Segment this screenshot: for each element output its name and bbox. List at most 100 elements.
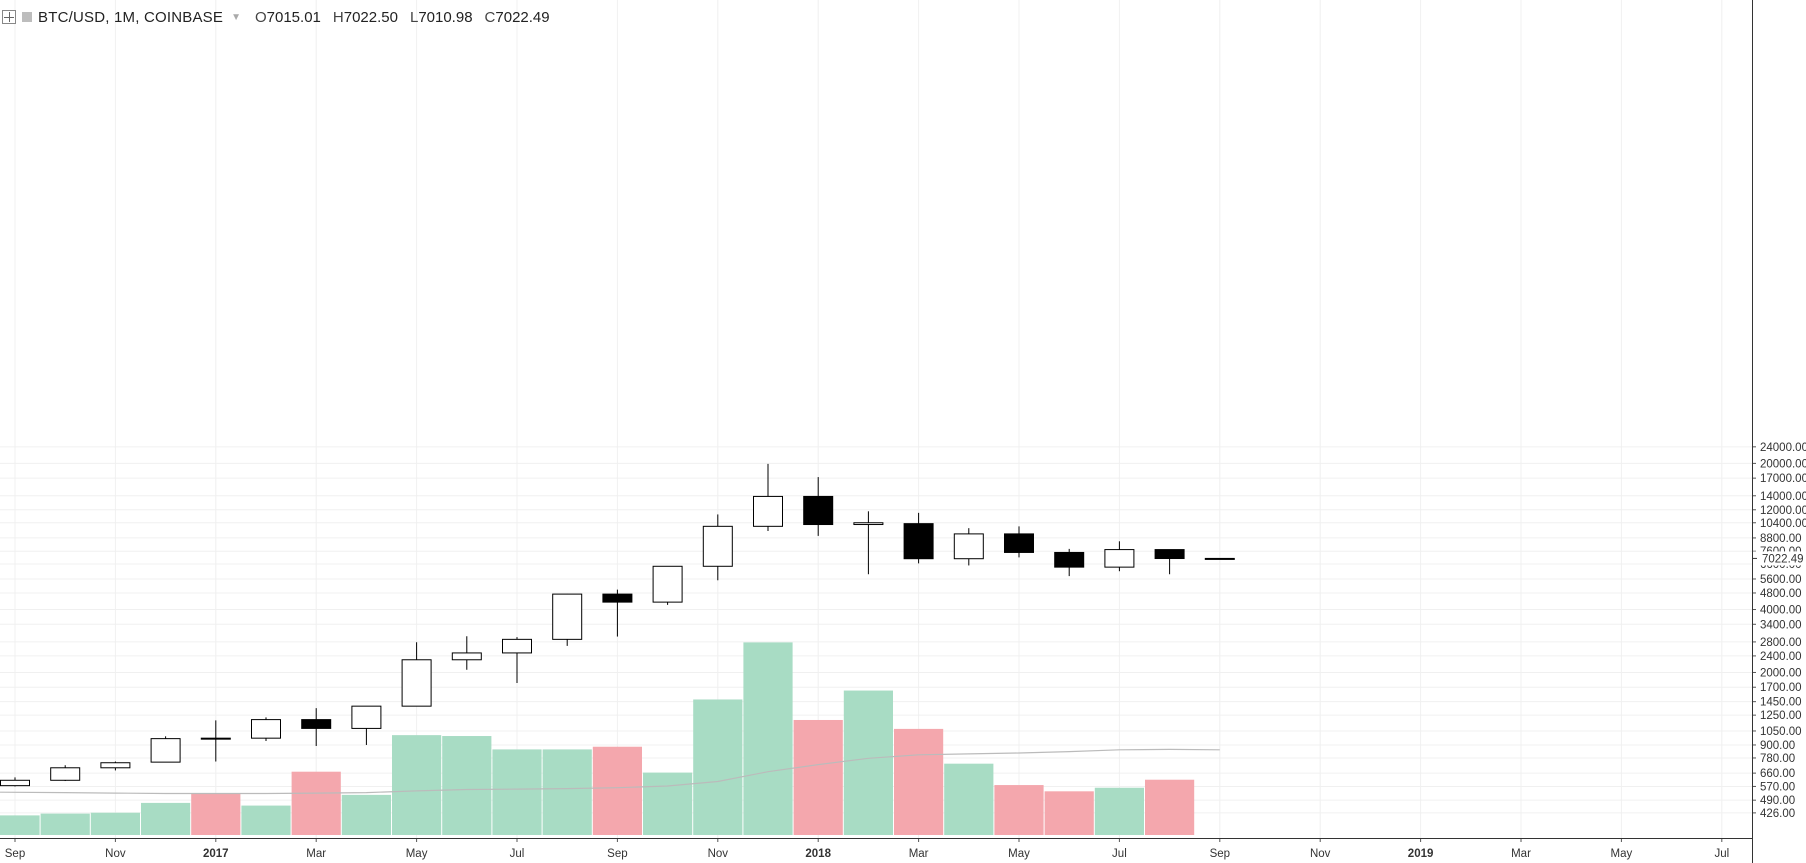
candle <box>150 736 181 763</box>
volume-bar <box>0 815 40 835</box>
candle <box>502 637 532 684</box>
candle-body <box>1204 557 1235 560</box>
candle <box>301 708 332 746</box>
candle-body <box>652 565 683 603</box>
x-tick-label: May <box>1008 848 1030 860</box>
x-tick-label: Nov <box>708 848 729 860</box>
chevron-down-icon[interactable]: ▼ <box>231 11 241 23</box>
candle-body <box>702 525 733 567</box>
ohlc-high-key: H <box>332 8 344 26</box>
x-tick-label: Sep <box>607 848 627 860</box>
x-tick-label: 2017 <box>203 848 229 860</box>
y-tick-label: 5600.00 <box>1760 574 1802 586</box>
volume-bar <box>241 805 291 835</box>
x-tick-label: Mar <box>909 848 929 860</box>
candle <box>351 705 382 745</box>
price-candles <box>0 463 1235 787</box>
ohlc-low-value: 7010.98 <box>418 8 473 26</box>
y-tick-label: 780.00 <box>1760 753 1795 765</box>
x-tick-label: May <box>1611 848 1633 860</box>
candle-body <box>753 495 783 527</box>
candle-body <box>1154 549 1185 560</box>
candle-body <box>401 659 432 707</box>
candle <box>200 720 231 762</box>
chart-legend: BTC/USD, 1M, COINBASE ▼ O7015.01 H7022.5… <box>0 6 562 28</box>
ohlc-close-value: 7022.49 <box>495 8 550 26</box>
y-tick-label: 426.00 <box>1760 808 1795 820</box>
candle <box>1104 541 1135 572</box>
y-tick-label: 1450.00 <box>1760 697 1802 709</box>
y-tick-label: 1250.00 <box>1760 710 1802 722</box>
x-tick-label: 2019 <box>1408 848 1434 860</box>
candle <box>401 642 432 707</box>
volume-bar <box>793 719 843 835</box>
candle <box>803 477 834 536</box>
symbol-label[interactable]: BTC/USD, 1M, COINBASE <box>38 8 224 26</box>
candle <box>552 593 583 646</box>
volume-bar <box>492 749 542 835</box>
volume-ma-line <box>0 748 1220 795</box>
x-tick-label: Jul <box>510 848 525 860</box>
x-tick-label: Nov <box>105 848 126 860</box>
ohlc-open-value: 7015.01 <box>266 8 321 26</box>
volume-bars <box>0 642 1195 835</box>
candle-body <box>602 593 633 603</box>
volume-bar <box>643 772 693 835</box>
candle-body <box>502 638 532 654</box>
y-tick-label: 2400.00 <box>1760 651 1802 663</box>
ohlc-open: O7015.01 <box>255 9 321 26</box>
y-tick-label: 14000.00 <box>1760 491 1806 503</box>
x-tick-label: Mar <box>1511 848 1531 860</box>
x-tick-label: Jul <box>1112 848 1127 860</box>
candle <box>853 511 884 575</box>
ohlc-close-key: C <box>484 8 496 26</box>
ohlc-high-value: 7022.50 <box>343 8 398 26</box>
candle <box>1004 526 1034 558</box>
x-tick-label: Sep <box>1210 848 1230 860</box>
candle <box>753 463 783 531</box>
candle-body <box>1004 533 1034 553</box>
candle-body <box>552 593 583 640</box>
ohlc-close: C7022.49 <box>485 9 550 26</box>
candle-body <box>150 738 181 763</box>
chart-grid <box>0 0 1752 838</box>
candle <box>953 528 984 566</box>
candle <box>702 514 733 581</box>
y-tick-label: 490.00 <box>1760 795 1795 807</box>
y-tick-label: 1700.00 <box>1760 682 1802 694</box>
x-tick-label: Jul <box>1714 848 1729 860</box>
candle-body <box>451 652 482 661</box>
volume-moving-average <box>0 748 1220 795</box>
volume-bar <box>693 699 743 835</box>
y-tick-label: 570.00 <box>1760 781 1795 793</box>
candle-body <box>200 737 231 740</box>
expand-icon[interactable] <box>2 10 16 24</box>
candle-body <box>803 495 834 526</box>
volume-bar <box>592 746 642 835</box>
x-tick-label: May <box>406 848 428 860</box>
x-tick-label: 2018 <box>805 848 831 860</box>
candle <box>251 717 281 742</box>
y-tick-label: 24000.00 <box>1760 442 1806 454</box>
ohlc-open-key: O <box>254 8 267 26</box>
volume-bar <box>944 763 994 835</box>
candle <box>50 765 81 782</box>
y-tick-label: 1050.00 <box>1760 726 1802 738</box>
x-tick-label: Sep <box>5 848 25 860</box>
volume-bar <box>542 749 592 835</box>
volume-bar <box>392 735 442 835</box>
volume-bar <box>341 794 391 835</box>
candle-body <box>1104 549 1135 568</box>
volume-bar <box>1044 791 1094 835</box>
last-price-background <box>1753 551 1806 566</box>
candle <box>100 761 131 771</box>
candle-body <box>1054 551 1085 568</box>
candle <box>1204 557 1235 560</box>
volume-bar <box>90 812 140 835</box>
x-tick-label: Mar <box>306 848 326 860</box>
volume-bar <box>442 736 492 835</box>
y-tick-label: 660.00 <box>1760 768 1795 780</box>
y-tick-label: 4800.00 <box>1760 588 1802 600</box>
